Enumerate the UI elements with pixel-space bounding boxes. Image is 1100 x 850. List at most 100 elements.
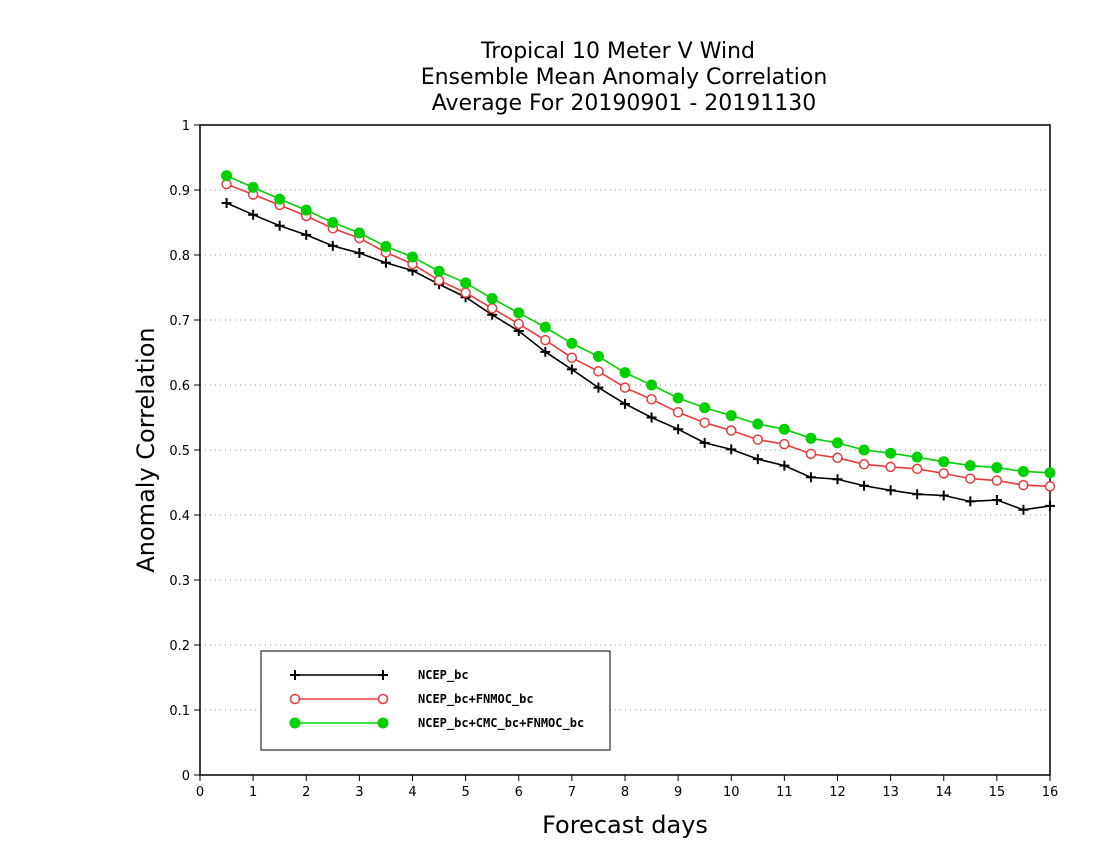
x-tick-label: 4	[408, 785, 416, 800]
data-point	[778, 423, 790, 435]
x-tick-label: 15	[989, 785, 1006, 800]
chart-title-line-1: Tropical 10 Meter V Wind	[480, 39, 755, 64]
legend-marker	[289, 717, 301, 729]
legend-entry: NCEP_bc+CMC_bc+FNMOC_bc	[289, 716, 584, 731]
data-point	[779, 438, 790, 450]
data-point	[965, 473, 976, 484]
data-point	[832, 452, 843, 464]
data-point	[938, 490, 949, 501]
legend-marker	[378, 670, 388, 680]
data-point	[274, 193, 286, 205]
data-point	[646, 379, 658, 391]
data-point	[1018, 504, 1029, 515]
data-point	[300, 204, 312, 216]
data-point	[301, 229, 312, 240]
y-tick-label: 0.9	[169, 184, 190, 199]
data-point	[1045, 500, 1055, 511]
x-tick-label: 8	[621, 785, 629, 800]
data-point	[858, 459, 870, 470]
y-tick-label: 0.6	[169, 379, 190, 394]
data-point	[354, 248, 365, 259]
data-point	[327, 217, 339, 228]
legend-marker	[289, 693, 301, 705]
data-point	[1044, 467, 1056, 479]
data-point	[327, 240, 338, 251]
y-tick-label: 0.2	[169, 639, 190, 654]
x-tick-label: 1	[249, 785, 257, 800]
grid	[200, 189, 1050, 711]
x-tick-label: 6	[515, 785, 523, 800]
y-tick-label: 1	[182, 119, 190, 134]
data-point	[699, 437, 710, 448]
x-tick-label: 2	[302, 785, 310, 800]
data-point	[832, 437, 843, 449]
data-point	[699, 402, 711, 414]
series-line	[226, 202, 1051, 511]
data-point	[991, 495, 1002, 506]
y-axis: 0 0.1 0.2 0.3 0.4 0.5 0.6 0.7 0.8 0.9 1	[169, 119, 200, 784]
y-tick-label: 0.8	[169, 249, 190, 264]
data-point	[248, 209, 259, 220]
data-point	[1018, 479, 1029, 491]
data-point	[593, 382, 604, 393]
data-point	[566, 337, 578, 349]
data-point	[592, 350, 604, 362]
data-point	[805, 472, 816, 483]
data-point	[911, 451, 923, 463]
x-tick-label: 5	[461, 785, 469, 800]
data-point	[566, 364, 577, 375]
legend: NCEP_bc NCEP_bc+FNMOC_bc NCEP_bc+CMC_bc+FN…	[260, 650, 611, 751]
series-layer	[221, 170, 1056, 515]
data-point	[672, 392, 684, 404]
data-point	[486, 293, 498, 305]
legend-label: NCEP_bc+CMC_bc+FNMOC_bc	[418, 716, 584, 731]
data-point	[699, 417, 710, 428]
data-point	[912, 489, 923, 500]
data-point	[673, 424, 684, 435]
y-tick-label: 0	[182, 769, 190, 784]
legend-label: NCEP_bc	[418, 668, 469, 683]
data-point	[964, 460, 976, 472]
x-tick-label: 10	[723, 785, 740, 800]
data-point	[221, 198, 232, 208]
data-point	[991, 462, 1003, 474]
data-point	[779, 460, 790, 471]
data-point	[885, 447, 897, 459]
data-point	[433, 275, 445, 286]
x-axis: 0 1 2 3 4 5 6 7 8 9 10 11 12 13 14 15 16	[196, 775, 1058, 800]
data-point	[540, 334, 551, 346]
y-axis-label: Anomaly Correlation	[132, 327, 160, 572]
x-tick-label: 14	[935, 785, 952, 800]
data-point	[752, 434, 764, 445]
y-tick-label: 0.4	[169, 509, 190, 524]
data-point	[353, 227, 365, 239]
series-1	[221, 198, 1055, 515]
data-point	[646, 412, 657, 423]
x-tick-label: 0	[196, 785, 204, 800]
chart-title-line-2: Ensemble Mean Anomaly Correlation	[421, 65, 828, 90]
x-tick-label: 9	[674, 785, 682, 800]
legend-label: NCEP_bc+FNMOC_bc	[418, 692, 534, 707]
data-point	[805, 432, 817, 444]
data-point	[619, 382, 631, 393]
data-point	[274, 220, 285, 231]
y-tick-label: 0.1	[169, 704, 190, 719]
chart-title-line-3: Average For 20190901 - 20191130	[432, 91, 817, 116]
data-point	[407, 251, 418, 263]
data-point	[513, 318, 524, 330]
data-point	[513, 307, 525, 319]
data-point	[859, 480, 870, 491]
data-point	[380, 257, 391, 268]
data-point	[540, 346, 551, 357]
data-point	[911, 463, 923, 475]
data-point	[620, 398, 630, 409]
data-point	[885, 485, 896, 496]
x-tick-label: 3	[355, 785, 363, 800]
series-line	[226, 174, 1051, 474]
data-point	[965, 496, 976, 507]
legend-entry: NCEP_bc	[290, 668, 469, 683]
data-point	[646, 394, 657, 405]
legend-box	[260, 650, 611, 751]
data-point	[486, 303, 498, 314]
